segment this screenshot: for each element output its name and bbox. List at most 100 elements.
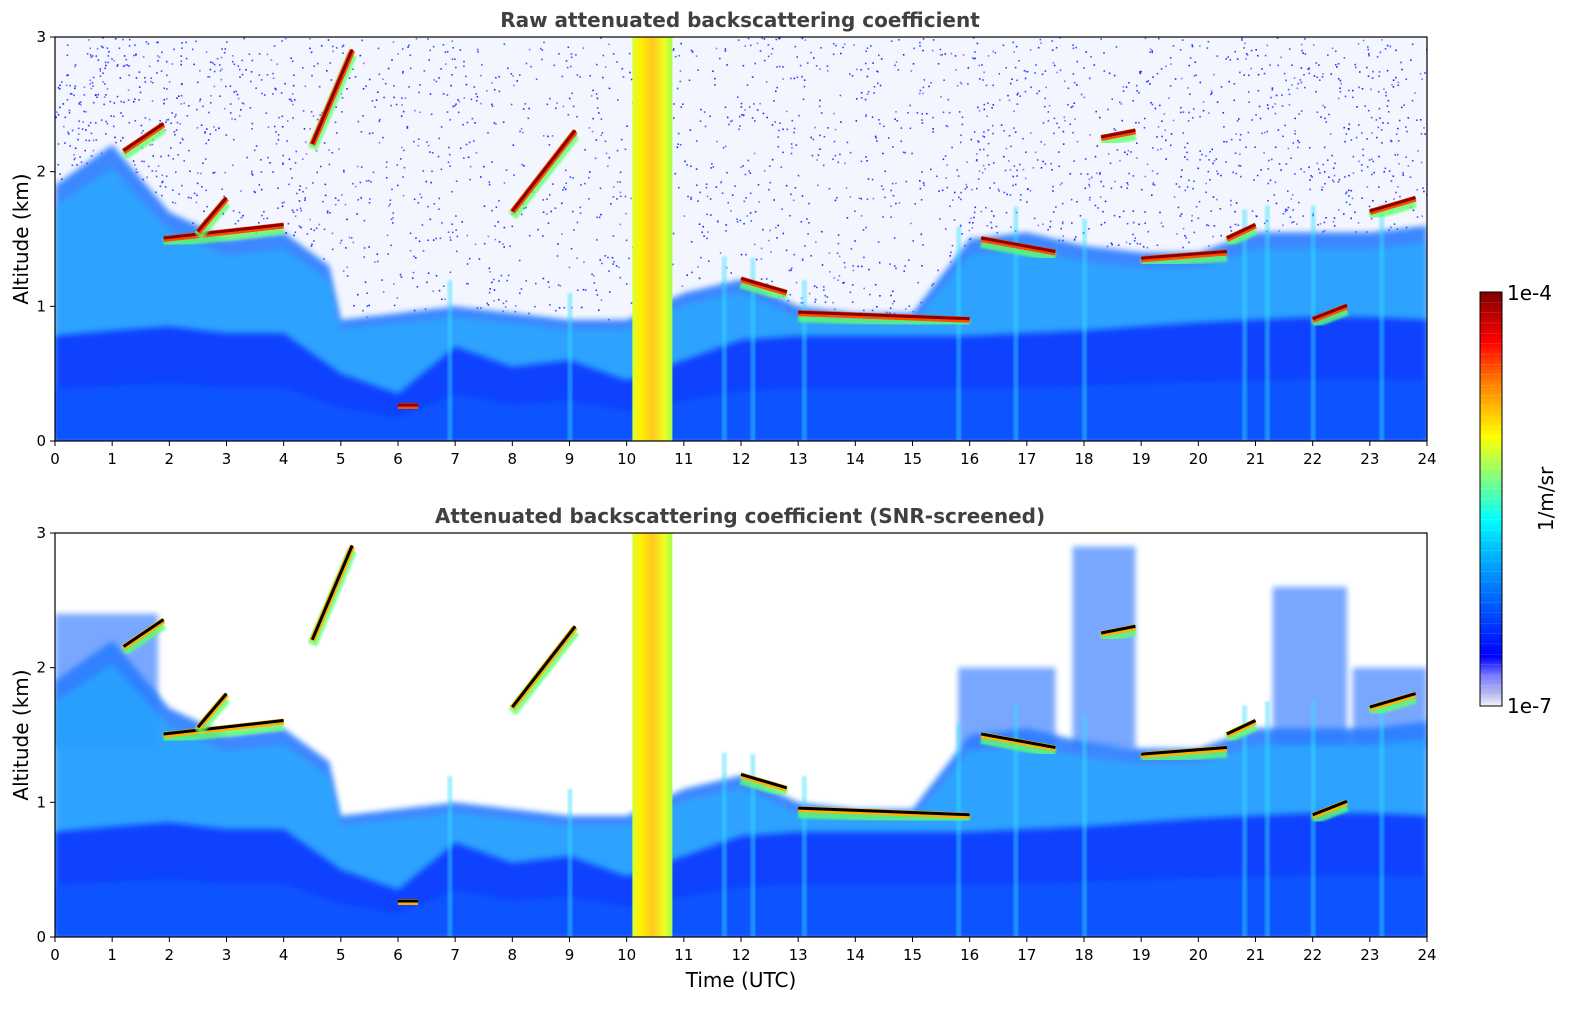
noise-pixel: [406, 125, 409, 128]
noise-pixel: [849, 73, 851, 75]
noise-pixel: [572, 177, 574, 179]
noise-pixel: [1058, 165, 1060, 168]
noise-pixel: [1292, 209, 1294, 211]
noise-pixel: [1333, 225, 1336, 227]
noise-pixel: [891, 182, 894, 185]
noise-pixel: [364, 281, 367, 283]
noise-pixel: [1184, 156, 1186, 158]
noise-pixel: [79, 101, 82, 103]
noise-pixel: [1209, 179, 1211, 181]
noise-pixel: [1315, 90, 1317, 93]
noise-pixel: [1235, 202, 1238, 204]
noise-pixel: [1234, 50, 1236, 53]
noise-pixel: [549, 304, 551, 306]
noise-pixel: [67, 74, 69, 76]
noise-pixel: [174, 202, 177, 204]
noise-pixel: [1202, 101, 1205, 103]
noise-pixel: [1405, 226, 1408, 229]
noise-pixel: [595, 139, 598, 141]
noise-pixel: [1368, 109, 1370, 112]
noise-pixel: [213, 171, 216, 174]
screened-patch: [1072, 546, 1136, 749]
fall-streak: [447, 280, 453, 441]
noise-pixel: [1193, 75, 1195, 77]
noise-pixel: [342, 52, 344, 54]
x-tick-label: 19: [1132, 450, 1151, 468]
noise-pixel: [535, 282, 537, 285]
noise-pixel: [814, 298, 817, 301]
noise-pixel: [725, 230, 727, 232]
noise-pixel: [751, 117, 754, 119]
noise-pixel: [551, 135, 554, 137]
noise-pixel: [1208, 245, 1210, 247]
noise-pixel: [1039, 38, 1042, 41]
noise-pixel: [972, 57, 974, 59]
noise-pixel: [605, 152, 608, 155]
noise-pixel: [85, 129, 87, 131]
noise-pixel: [757, 184, 760, 186]
noise-pixel: [922, 182, 925, 184]
noise-pixel: [1013, 127, 1015, 129]
noise-pixel: [400, 276, 403, 278]
noise-pixel: [384, 82, 387, 85]
fall-streak: [1082, 218, 1087, 441]
noise-pixel: [260, 188, 263, 191]
noise-pixel: [1029, 190, 1032, 192]
noise-pixel: [1124, 151, 1126, 154]
noise-pixel: [987, 129, 990, 131]
noise-pixel: [710, 167, 712, 169]
noise-pixel: [270, 59, 273, 61]
noise-pixel: [1051, 169, 1053, 171]
noise-pixel: [174, 133, 176, 136]
noise-pixel: [919, 89, 922, 92]
noise-pixel: [1036, 92, 1038, 95]
x-tick-label: 16: [960, 450, 979, 468]
noise-pixel: [1089, 196, 1091, 199]
noise-pixel: [1164, 129, 1166, 132]
noise-pixel: [466, 121, 469, 124]
cloud-halo: [739, 774, 789, 798]
noise-pixel: [630, 302, 633, 304]
y-tick-label: 3: [36, 524, 46, 542]
noise-pixel: [1370, 158, 1373, 160]
noise-pixel: [763, 38, 766, 40]
noise-pixel: [785, 110, 788, 113]
noise-pixel: [360, 197, 362, 199]
noise-pixel: [1334, 162, 1336, 165]
noise-pixel: [146, 176, 148, 179]
cloud-halo: [1100, 626, 1137, 643]
noise-pixel: [1160, 222, 1163, 224]
noise-pixel: [1113, 128, 1115, 130]
noise-pixel: [181, 42, 183, 44]
noise-pixel: [860, 197, 862, 200]
noise-pixel: [317, 62, 319, 65]
noise-pixel: [895, 61, 898, 63]
noise-pixel: [134, 44, 136, 46]
noise-pixel: [1199, 115, 1201, 118]
noise-pixel: [793, 77, 796, 80]
noise-pixel: [510, 103, 513, 106]
noise-pixel: [59, 84, 61, 87]
noise-pixel: [346, 266, 348, 269]
noise-pixel: [1358, 124, 1360, 126]
noise-pixel: [197, 81, 199, 84]
noise-pixel: [1027, 188, 1029, 191]
noise-pixel: [266, 74, 269, 76]
noise-pixel: [1193, 180, 1195, 183]
noise-pixel: [742, 165, 744, 167]
noise-pixel: [205, 142, 207, 145]
noise-pixel: [189, 170, 191, 172]
noise-pixel: [1044, 163, 1047, 165]
noise-pixel: [1136, 90, 1138, 92]
noise-pixel: [417, 202, 420, 204]
noise-pixel: [884, 170, 886, 173]
x-tick-label: 6: [393, 450, 403, 468]
noise-pixel: [1267, 168, 1270, 170]
noise-pixel: [519, 292, 521, 295]
cloud-core: [1369, 196, 1416, 213]
noise-pixel: [480, 307, 482, 309]
cloud-core: [511, 625, 577, 708]
noise-pixel: [1397, 81, 1400, 84]
noise-pixel: [465, 143, 468, 146]
noise-pixel: [390, 218, 393, 220]
